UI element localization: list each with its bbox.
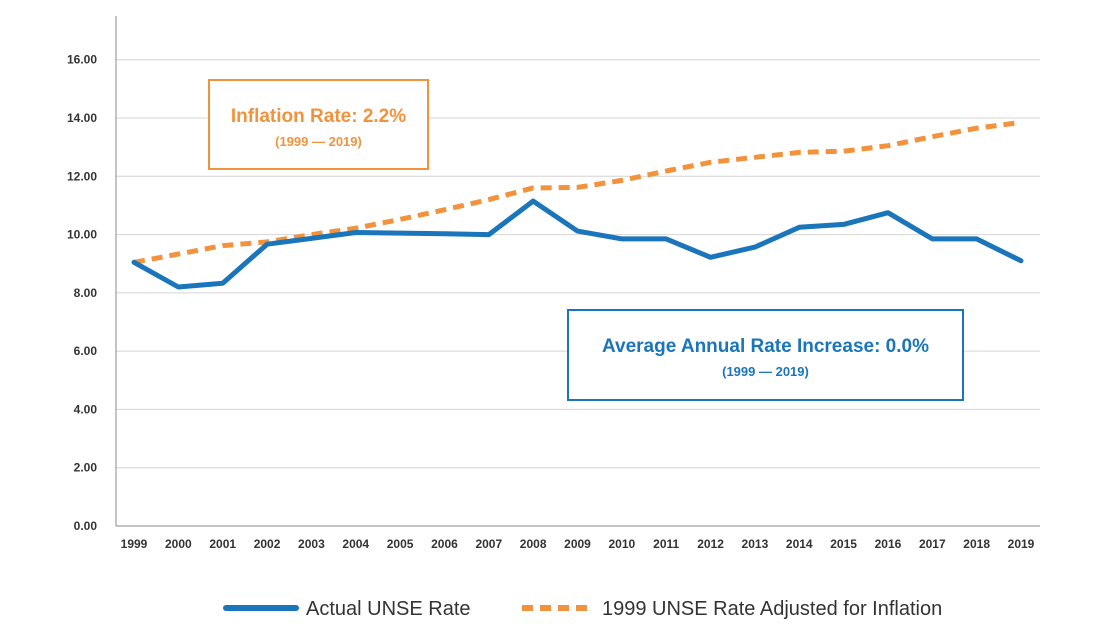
legend-label-actual: Actual UNSE Rate xyxy=(306,598,471,620)
x-tick-label: 2004 xyxy=(342,537,369,551)
x-tick-label: 2009 xyxy=(564,537,591,551)
x-tick-label: 2008 xyxy=(520,537,547,551)
x-tick-label: 2007 xyxy=(475,537,502,551)
average-annotation-subtitle: (1999 — 2019) xyxy=(722,364,809,379)
legend-label-inflation: 1999 UNSE Rate Adjusted for Inflation xyxy=(602,598,942,620)
series-line-actual-rate xyxy=(131,198,1024,290)
x-tick-label: 1999 xyxy=(121,537,148,551)
x-axis-ticks: 1999 2000 2001 2002 2003 2004 2005 2006 2007 2008… xyxy=(121,537,1035,551)
inflation-annotation-box xyxy=(208,79,429,170)
average-annotation-box xyxy=(567,309,964,401)
gridlines xyxy=(116,59,1040,527)
average-annotation: Average Annual Rate Increase: 0.0% (1999… xyxy=(567,309,964,401)
x-tick-label: 2005 xyxy=(387,537,414,551)
x-tick-label: 2019 xyxy=(1008,537,1035,551)
x-tick-label: 2018 xyxy=(963,537,990,551)
x-tick-label: 2006 xyxy=(431,537,458,551)
x-tick-label: 2012 xyxy=(697,537,724,551)
y-tick-label: 0.00 xyxy=(74,519,98,533)
y-tick-label: 8.00 xyxy=(74,286,98,300)
y-tick-label: 10.00 xyxy=(67,228,97,242)
series-line-inflation-adjusted xyxy=(133,119,1022,265)
x-tick-label: 2017 xyxy=(919,537,946,551)
y-tick-label: 16.00 xyxy=(67,53,97,67)
x-tick-label: 2001 xyxy=(209,537,236,551)
average-annotation-title: Average Annual Rate Increase: 0.0% xyxy=(602,336,929,357)
series-lines xyxy=(131,119,1024,290)
y-tick-label: 14.00 xyxy=(67,111,97,125)
inflation-annotation-title: Inflation Rate: 2.2% xyxy=(231,106,406,127)
y-tick-label: 12.00 xyxy=(67,169,97,183)
x-tick-label: 2003 xyxy=(298,537,325,551)
x-tick-label: 2014 xyxy=(786,537,813,551)
inflation-annotation-subtitle: (1999 — 2019) xyxy=(275,134,362,149)
y-axis-ticks: 0.00 2.00 4.00 6.00 8.00 10.00 12.00 14.00 16.00 xyxy=(67,53,97,533)
y-tick-label: 6.00 xyxy=(74,344,98,358)
x-tick-label: 2015 xyxy=(830,537,857,551)
x-tick-label: 2013 xyxy=(742,537,769,551)
x-tick-label: 2011 xyxy=(653,537,679,551)
x-tick-label: 2002 xyxy=(254,537,281,551)
x-tick-label: 2000 xyxy=(165,537,192,551)
y-tick-label: 2.00 xyxy=(74,461,98,475)
legend: Actual UNSE Rate 1999 UNSE Rate Adjusted… xyxy=(223,598,942,620)
x-tick-label: 2010 xyxy=(608,537,635,551)
y-tick-label: 4.00 xyxy=(74,402,98,416)
x-tick-label: 2016 xyxy=(875,537,902,551)
inflation-annotation: Inflation Rate: 2.2% (1999 — 2019) xyxy=(208,79,429,170)
